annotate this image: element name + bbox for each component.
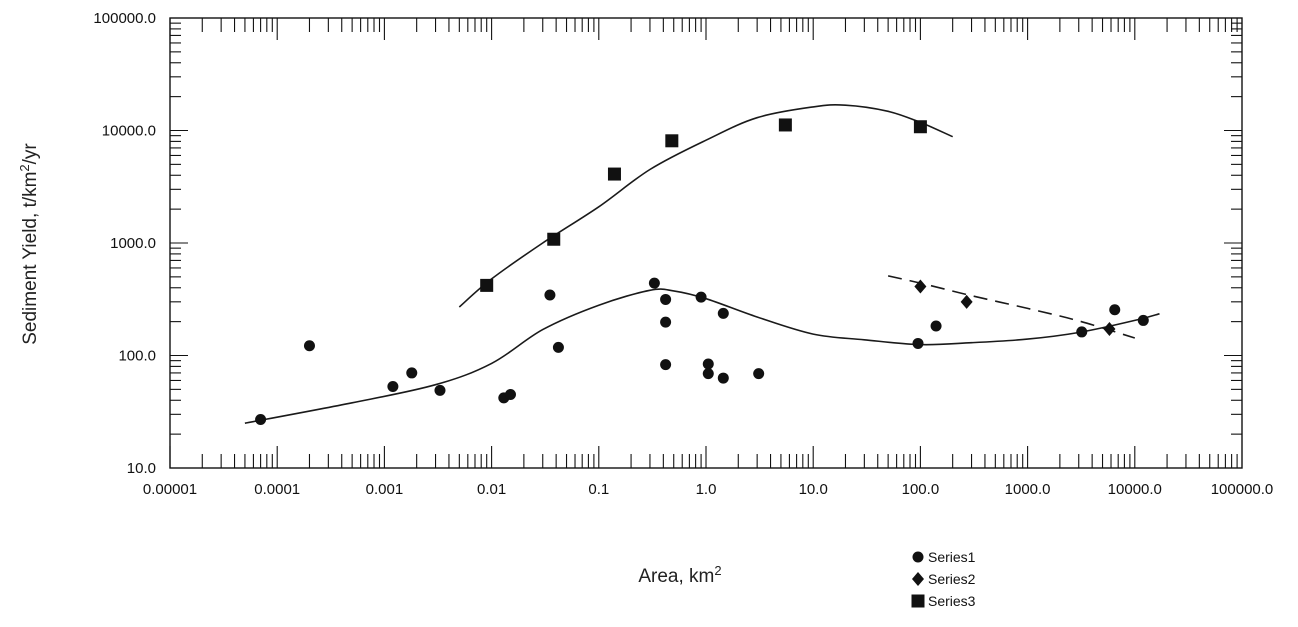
series1-point bbox=[660, 316, 672, 328]
series1-point bbox=[406, 367, 418, 379]
series3-point bbox=[778, 118, 792, 132]
series1-point bbox=[303, 340, 315, 352]
series1-point bbox=[660, 359, 672, 371]
y-tick-label: 10.0 bbox=[127, 460, 156, 477]
series1-point bbox=[544, 289, 556, 301]
series1-point bbox=[702, 368, 714, 380]
series1-point bbox=[660, 293, 672, 305]
x-tick-label: 100.0 bbox=[902, 481, 940, 498]
series3-point bbox=[480, 278, 494, 292]
y-tick-label: 100.0 bbox=[118, 348, 156, 365]
series2-point bbox=[960, 294, 973, 309]
series2-point bbox=[914, 279, 927, 294]
series1-point bbox=[695, 291, 707, 303]
x-tick-label: 100000.0 bbox=[1211, 481, 1274, 498]
x-axis-ticks: 0.00001 0.0001 0.001 0.01 0.1 1.0 10.0 100.0 100… bbox=[143, 18, 1273, 498]
series3-point bbox=[913, 120, 927, 134]
series1-point bbox=[1076, 326, 1088, 338]
trend-lines bbox=[244, 104, 1160, 424]
series3-point bbox=[665, 134, 679, 148]
series1-point bbox=[1109, 304, 1121, 316]
trend-line-series2 bbox=[887, 275, 1136, 339]
y-axis-title: Sediment Yield, t/km2/yr bbox=[17, 143, 42, 345]
legend: Series1 Series2 Series3 bbox=[911, 549, 976, 609]
series1-point bbox=[753, 368, 765, 380]
x-tick-label: 10000.0 bbox=[1108, 481, 1162, 498]
y-tick-label: 1000.0 bbox=[110, 235, 156, 252]
series1-point bbox=[648, 277, 660, 289]
x-tick-label: 10.0 bbox=[799, 481, 828, 498]
series1-point bbox=[717, 372, 729, 384]
plot-border bbox=[169, 17, 1243, 469]
legend-label-series3: Series3 bbox=[928, 593, 976, 609]
series1-point bbox=[702, 358, 714, 370]
legend-label-series2: Series2 bbox=[928, 571, 976, 587]
x-tick-label: 0.001 bbox=[366, 481, 404, 498]
series1-point bbox=[434, 384, 446, 396]
data-points bbox=[255, 118, 1149, 425]
plot-frame bbox=[169, 17, 1243, 469]
x-tick-label: 1.0 bbox=[696, 481, 717, 498]
x-tick-label: 1000.0 bbox=[1005, 481, 1051, 498]
x-tick-label: 0.0001 bbox=[254, 481, 300, 498]
x-axis-title: Area, km2 bbox=[638, 563, 721, 588]
series1-point bbox=[552, 341, 564, 353]
legend-marker-series2 bbox=[912, 572, 924, 586]
x-tick-label: 0.01 bbox=[477, 481, 506, 498]
x-tick-label: 0.1 bbox=[588, 481, 609, 498]
x-tick-label: 0.00001 bbox=[143, 481, 197, 498]
series3-point bbox=[607, 167, 621, 181]
legend-marker-series3 bbox=[911, 594, 925, 608]
trend-line-series1 bbox=[244, 288, 1160, 424]
series1-point bbox=[387, 381, 399, 393]
series3-point bbox=[547, 232, 561, 246]
y-axis-ticks: 10.0 100.0 1000.0 10000.0 100000.0 bbox=[93, 10, 1242, 477]
y-tick-label: 100000.0 bbox=[93, 10, 156, 27]
series1-point bbox=[255, 413, 267, 425]
series1-point bbox=[912, 337, 924, 349]
trend-line-series3 bbox=[458, 104, 954, 308]
y-tick-label: 10000.0 bbox=[102, 123, 156, 140]
series1-point bbox=[504, 389, 516, 401]
series2-point bbox=[1103, 322, 1116, 337]
series1-point bbox=[930, 320, 942, 332]
series1-point bbox=[1137, 314, 1149, 326]
series1-point bbox=[717, 307, 729, 319]
legend-label-series1: Series1 bbox=[928, 549, 976, 565]
legend-marker-series1 bbox=[912, 551, 924, 563]
